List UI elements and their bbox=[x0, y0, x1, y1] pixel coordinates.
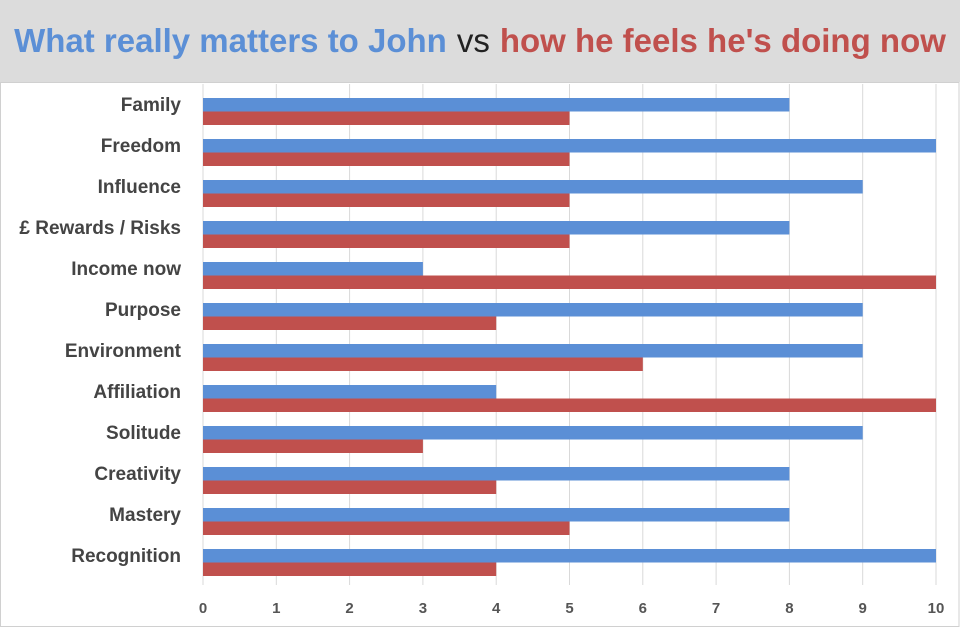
importance-bar bbox=[203, 344, 863, 358]
x-tick-label: 1 bbox=[272, 600, 280, 617]
category-label: Family bbox=[121, 95, 182, 116]
x-tick-label: 2 bbox=[345, 600, 353, 617]
category-label: Freedom bbox=[101, 136, 181, 157]
importance-bar bbox=[203, 180, 863, 194]
importance-bar bbox=[203, 467, 790, 481]
performance-bar bbox=[203, 316, 497, 330]
performance-bar bbox=[203, 562, 497, 576]
category-label: Solitude bbox=[106, 423, 181, 444]
x-tick-label: 10 bbox=[928, 600, 945, 617]
importance-bar bbox=[203, 98, 790, 112]
category-label: Creativity bbox=[94, 464, 181, 485]
performance-bar bbox=[203, 275, 936, 289]
category-label: Affiliation bbox=[93, 382, 181, 403]
x-tick-label: 6 bbox=[639, 600, 647, 617]
bars bbox=[203, 98, 936, 576]
importance-bar bbox=[203, 508, 790, 522]
x-tick-label: 9 bbox=[859, 600, 867, 617]
category-label: £ Rewards / Risks bbox=[19, 218, 181, 239]
category-label: Income now bbox=[71, 259, 181, 280]
title-part-importance: What really matters to John bbox=[14, 22, 447, 59]
chart-title: What really matters to John vs how he fe… bbox=[0, 0, 960, 82]
x-tick-label: 7 bbox=[712, 600, 720, 617]
title-vs: vs bbox=[456, 22, 490, 59]
category-labels: Family Freedom Influence £ Rewards / Risks I… bbox=[19, 95, 181, 567]
performance-bar bbox=[203, 234, 570, 248]
importance-bar bbox=[203, 426, 863, 440]
gridlines bbox=[0, 82, 960, 627]
x-tick-label: 4 bbox=[492, 600, 501, 617]
importance-bar bbox=[203, 221, 790, 235]
x-tick-label: 3 bbox=[419, 600, 427, 617]
performance-bar bbox=[203, 357, 643, 371]
performance-bar bbox=[203, 193, 570, 207]
x-tick-labels: 0 1 2 3 4 5 6 7 8 9 10 bbox=[199, 600, 945, 617]
category-label: Influence bbox=[98, 177, 181, 198]
importance-bar bbox=[203, 262, 423, 276]
plot-frame bbox=[0, 82, 960, 627]
performance-bar bbox=[203, 480, 497, 494]
category-label: Recognition bbox=[71, 546, 181, 567]
bar-chart: Family Freedom Influence £ Rewards / Risks I… bbox=[0, 82, 960, 627]
performance-bar bbox=[203, 152, 570, 166]
importance-bar bbox=[203, 303, 863, 317]
performance-bar bbox=[203, 521, 570, 535]
performance-bar bbox=[203, 111, 570, 125]
importance-bar bbox=[203, 385, 497, 399]
performance-bar bbox=[203, 398, 936, 412]
performance-bar bbox=[203, 439, 423, 453]
title-part-performance: how he feels he's doing now bbox=[499, 22, 946, 59]
category-label: Purpose bbox=[105, 300, 181, 321]
x-tick-label: 0 bbox=[199, 600, 207, 617]
importance-bar bbox=[203, 549, 936, 563]
category-label: Environment bbox=[65, 341, 182, 362]
x-tick-label: 8 bbox=[785, 600, 793, 617]
category-label: Mastery bbox=[109, 505, 181, 526]
importance-bar bbox=[203, 139, 936, 153]
x-tick-label: 5 bbox=[565, 600, 573, 617]
